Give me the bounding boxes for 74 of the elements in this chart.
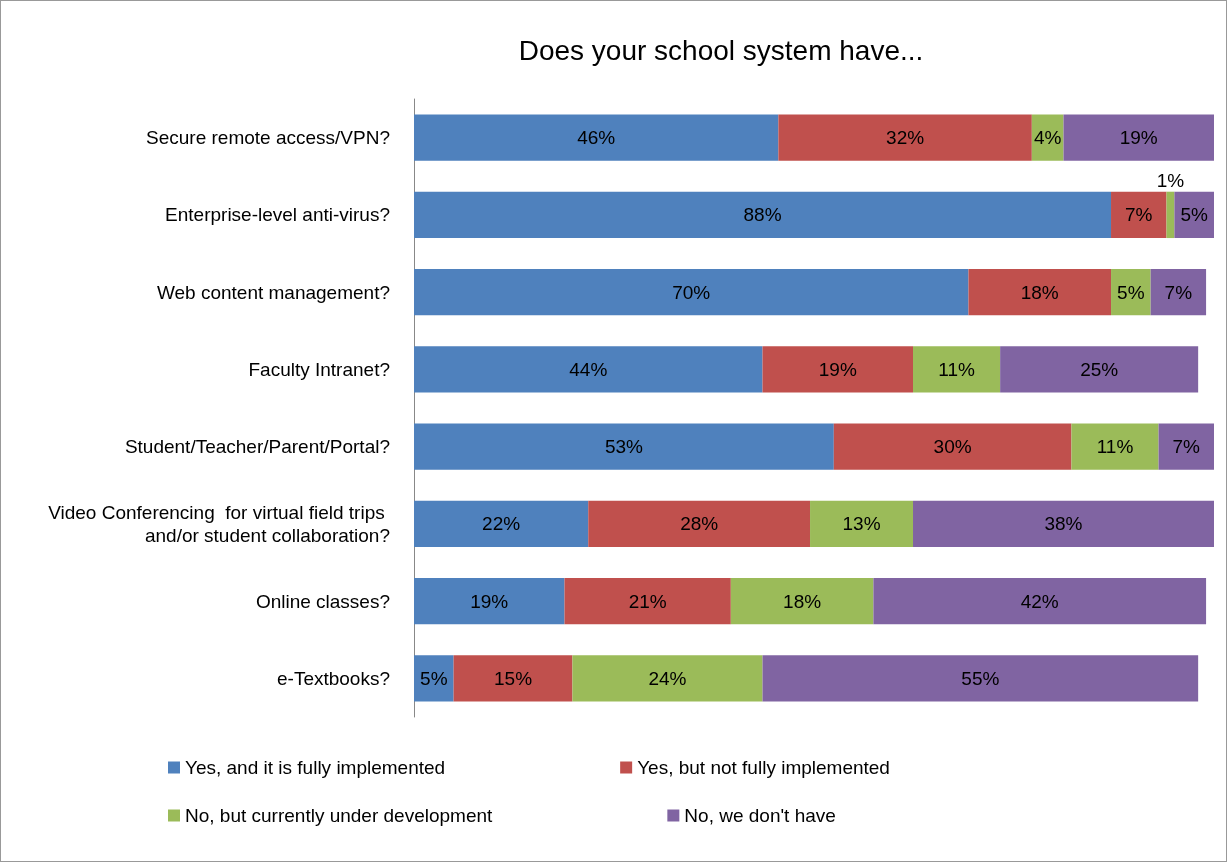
data-label: 46%: [577, 127, 616, 149]
bar: [414, 655, 454, 702]
data-label: 22%: [482, 513, 521, 535]
bar: [414, 346, 763, 393]
data-label: 25%: [1080, 358, 1119, 380]
data-label: 5%: [420, 667, 448, 689]
y-tick-label: Faculty Intranet?: [248, 358, 390, 380]
data-label: 53%: [604, 436, 644, 458]
bar: [1071, 423, 1159, 470]
data-label: 55%: [961, 667, 1000, 689]
y-tick-label: Online classes?: [255, 590, 390, 612]
y-tick-label: Secure remote access/VPN?: [146, 127, 390, 149]
data-label: 70%: [672, 281, 711, 303]
bar: [572, 655, 763, 702]
data-label: 11%: [938, 358, 975, 380]
data-label: 19%: [818, 358, 857, 380]
data-label: 88%: [743, 204, 782, 226]
bar: [833, 423, 1072, 470]
data-label: 18%: [783, 590, 822, 612]
bar: [1111, 191, 1167, 239]
data-label: 19%: [470, 590, 509, 612]
bar: [730, 577, 874, 625]
chart-title: Does your school system have...: [518, 34, 924, 66]
data-label: 19%: [1119, 127, 1158, 149]
y-tick-label: Enterprise-level anti-virus?: [165, 204, 390, 226]
data-label: 5%: [1180, 204, 1209, 226]
data-label: 38%: [1044, 513, 1083, 535]
data-label: 13%: [842, 513, 881, 535]
bar: [414, 423, 834, 470]
bar: [762, 655, 1199, 702]
bar: [913, 500, 1214, 548]
bar: [1063, 114, 1214, 161]
bar: [968, 268, 1112, 316]
data-label: 1%: [1156, 169, 1185, 191]
legend-label: Yes, but not fully implemented: [637, 757, 890, 778]
bar: [414, 114, 779, 161]
bar: [414, 500, 589, 548]
bar: [564, 577, 731, 625]
data-label: 15%: [493, 667, 533, 689]
bar: [1166, 191, 1175, 239]
legend-label: Yes, and it is fully implemented: [185, 757, 446, 778]
bar: [1150, 268, 1207, 316]
data-label: 5%: [1117, 281, 1145, 303]
data-label: 21%: [628, 590, 667, 612]
data-label: 28%: [680, 513, 719, 535]
data-label: 11%: [1096, 436, 1134, 458]
y-tick-label: e-Textbooks?: [276, 667, 390, 689]
data-label: 42%: [1020, 590, 1059, 612]
bar: [414, 191, 1112, 239]
data-label: 44%: [569, 358, 608, 380]
bar: [588, 500, 811, 548]
bar: [810, 500, 914, 548]
bar: [762, 346, 914, 393]
legend-label: No, but currently under development: [185, 805, 494, 826]
data-label: 7%: [1172, 436, 1201, 458]
data-label: 7%: [1164, 281, 1193, 303]
bar: [1000, 346, 1199, 393]
data-label: 4%: [1033, 127, 1062, 149]
bar: [453, 655, 573, 702]
data-label: 24%: [648, 667, 687, 689]
bar: [414, 577, 565, 625]
y-tick-label: Video Conferencing for virtual field trips and/or student collaboration?: [48, 501, 390, 546]
y-tick-label: Web content management?: [156, 281, 390, 303]
y-tick-label: Student/Teacher/Parent/Portal?: [124, 436, 390, 458]
data-label: 18%: [1020, 281, 1059, 303]
legend-label: No, we don't have: [684, 805, 836, 826]
bar: [1158, 423, 1214, 470]
data-label: 32%: [886, 127, 925, 149]
data-label: 30%: [933, 436, 972, 458]
bar: [778, 114, 1032, 161]
data-label: 7%: [1125, 204, 1153, 226]
bar: [414, 268, 969, 316]
bar: [913, 346, 1001, 393]
bar: [873, 577, 1207, 625]
